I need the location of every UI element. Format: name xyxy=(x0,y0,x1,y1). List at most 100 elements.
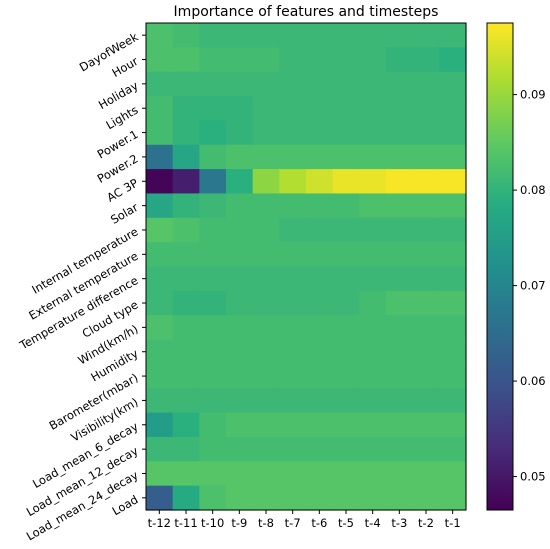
heatmap-cell xyxy=(439,47,467,73)
heatmap-cell xyxy=(412,388,440,414)
heatmap-cell xyxy=(359,47,387,73)
heatmap-cell xyxy=(199,290,227,316)
heatmap-cell xyxy=(172,242,200,268)
heatmap-cell xyxy=(386,266,414,292)
heatmap-cell xyxy=(252,96,280,121)
heatmap-cell xyxy=(279,412,307,438)
heatmap-cell xyxy=(226,193,254,219)
heatmap-cell xyxy=(199,315,227,341)
heatmap-cell xyxy=(359,217,387,243)
heatmap-cell xyxy=(306,436,334,462)
heatmap-cell xyxy=(199,363,227,389)
heatmap-cell xyxy=(199,193,227,219)
heatmap-cell xyxy=(359,436,387,462)
heatmap-cell xyxy=(252,23,280,48)
colorbar-tick-label: 0.07 xyxy=(520,279,546,293)
heatmap-cell xyxy=(386,23,414,48)
heatmap-cell xyxy=(386,290,414,316)
heatmap-cell xyxy=(146,266,174,292)
heatmap-cell xyxy=(172,96,200,121)
heatmap-cell xyxy=(412,217,440,243)
heatmap-cell xyxy=(332,363,360,389)
heatmap-cell xyxy=(386,412,414,438)
heatmap-cell xyxy=(386,169,414,195)
heatmap-cell xyxy=(199,23,227,48)
heatmap-cell xyxy=(226,339,254,365)
heatmap-cell xyxy=(386,217,414,243)
heatmap-cell xyxy=(332,290,360,316)
heatmap-cell xyxy=(439,193,467,219)
heatmap-cell xyxy=(332,96,360,121)
heatmap-cell xyxy=(306,47,334,73)
heatmap-cell xyxy=(439,388,467,414)
heatmap-cell xyxy=(146,412,174,438)
heatmap-cell xyxy=(306,169,334,195)
heatmap-cell xyxy=(279,436,307,462)
heatmap-cell xyxy=(412,47,440,73)
heatmap-cell xyxy=(199,144,227,170)
heatmap-cell xyxy=(332,120,360,146)
x-tick-label: t-12 xyxy=(148,516,171,530)
heatmap-cell xyxy=(226,461,254,487)
colorbar-tick-label: 0.05 xyxy=(520,470,546,484)
heatmap-cell xyxy=(439,266,467,292)
heatmap-cell xyxy=(146,461,174,487)
heatmap-cell xyxy=(332,23,360,48)
heatmap-cell xyxy=(412,412,440,438)
heatmap-cell xyxy=(412,193,440,219)
heatmap-cell xyxy=(386,339,414,365)
heatmap-cell xyxy=(172,388,200,414)
heatmap-cell xyxy=(306,242,334,268)
heatmap-cell xyxy=(439,363,467,389)
heatmap-cell xyxy=(252,388,280,414)
heatmap-cell xyxy=(146,169,174,195)
heatmap-cell xyxy=(226,436,254,462)
colorbar-tick-label: 0.09 xyxy=(520,88,546,102)
heatmap-cell xyxy=(412,339,440,365)
heatmap-cell xyxy=(359,412,387,438)
heatmap-cell xyxy=(332,436,360,462)
heatmap-cell xyxy=(359,485,387,511)
heatmap-cell xyxy=(146,363,174,389)
heatmap-cell xyxy=(412,485,440,511)
heatmap-cell xyxy=(386,242,414,268)
x-tick-label: t-9 xyxy=(231,516,247,530)
heatmap-cell xyxy=(306,363,334,389)
heatmap-cell xyxy=(172,290,200,316)
heatmap-cell xyxy=(386,144,414,170)
heatmap-cell xyxy=(332,47,360,73)
heatmap-cell xyxy=(172,193,200,219)
heatmap-cell xyxy=(386,193,414,219)
heatmap-cell xyxy=(146,23,174,48)
heatmap-cell xyxy=(279,363,307,389)
heatmap-cell xyxy=(439,436,467,462)
heatmap-cell xyxy=(332,461,360,487)
heatmap-cell xyxy=(172,436,200,462)
heatmap-cell xyxy=(306,144,334,170)
heatmap-cell xyxy=(199,169,227,195)
heatmap-cell xyxy=(226,388,254,414)
heatmap-cell xyxy=(252,193,280,219)
heatmap-cell xyxy=(226,144,254,170)
heatmap-cell xyxy=(386,436,414,462)
heatmap-cell xyxy=(359,71,387,97)
heatmap-cell xyxy=(146,71,174,97)
heatmap-cell xyxy=(386,388,414,414)
heatmap-cell xyxy=(439,290,467,316)
x-axis: t-12 t-11 t-10 t-9 t-8 t-7 t-6 t-5 t-4 t-3 t-2 t-1 xyxy=(148,510,461,530)
heatmap-cell xyxy=(146,436,174,462)
heatmap-cell xyxy=(306,217,334,243)
heatmap-cell xyxy=(146,388,174,414)
heatmap-cell xyxy=(412,266,440,292)
heatmap-cell xyxy=(306,193,334,219)
heatmap-cell xyxy=(412,120,440,146)
heatmap-cell xyxy=(306,388,334,414)
heatmap-cell xyxy=(172,120,200,146)
heatmap-cell xyxy=(412,363,440,389)
heatmap-cell xyxy=(199,412,227,438)
heatmap-cell xyxy=(279,461,307,487)
x-tick-label: t-2 xyxy=(418,516,434,530)
heatmap-cell xyxy=(359,290,387,316)
heatmap-cell xyxy=(412,290,440,316)
heatmap-cell xyxy=(306,485,334,511)
